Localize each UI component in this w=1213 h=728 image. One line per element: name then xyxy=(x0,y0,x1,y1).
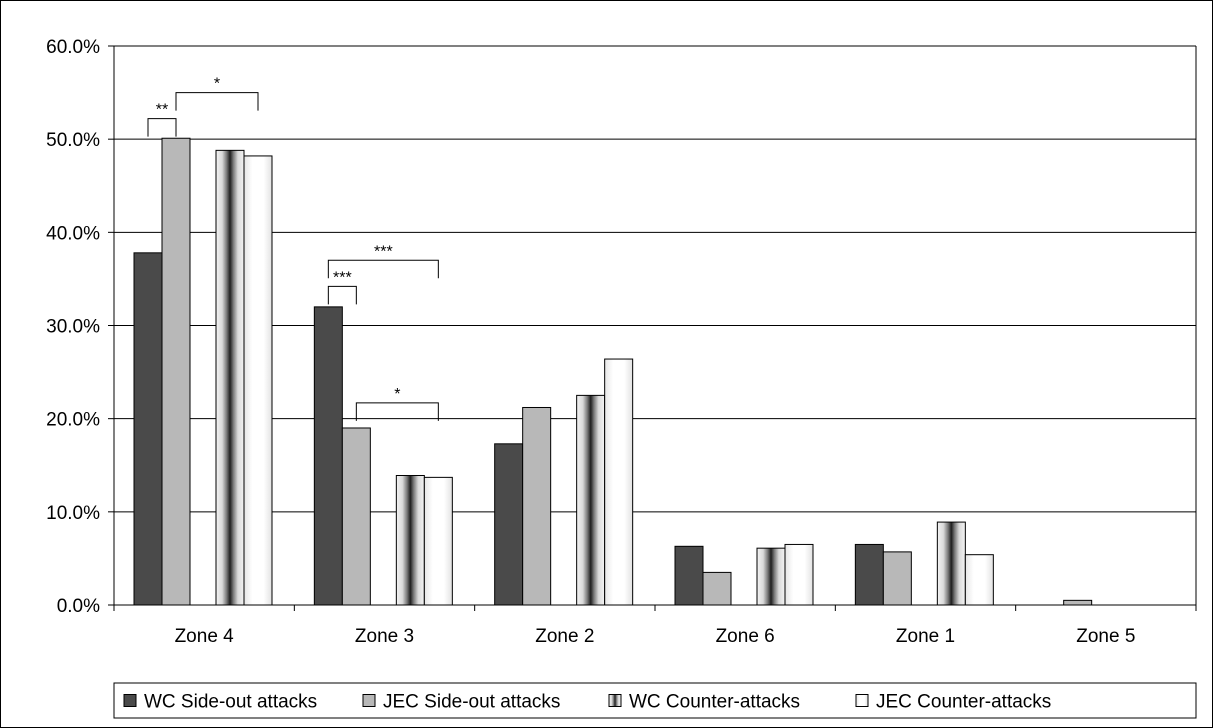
bar-wc-counter-attacks xyxy=(576,394,606,606)
bar-wc-side-out-attacks xyxy=(674,545,704,606)
y-tick-label: 0.0% xyxy=(57,596,100,617)
significance-bracket xyxy=(327,259,439,279)
significance-bracket xyxy=(355,402,439,421)
significance-bracket xyxy=(327,285,357,305)
legend: WC Side-out attacks JEC Side-out attacks W… xyxy=(113,682,1197,719)
significance-label: ** xyxy=(156,102,168,119)
bar-jec-side-out-attacks xyxy=(522,406,552,606)
bar-jec-side-out-attacks xyxy=(1063,599,1093,606)
legend-swatch xyxy=(608,694,622,707)
significance-label: *** xyxy=(333,269,352,286)
axes: 0.0% 10.0% 20.0% 30.0% 40.0% 50.0% 60.0% Zone 4… xyxy=(46,37,1197,647)
bar-jec-counter-attacks xyxy=(604,358,634,606)
y-tick-label: 10.0% xyxy=(46,503,100,524)
significance-bracket xyxy=(175,92,259,111)
bar-jec-counter-attacks xyxy=(784,543,814,606)
y-tick-label: 60.0% xyxy=(46,37,100,58)
bar-wc-counter-attacks xyxy=(395,474,425,606)
x-tick-label: Zone 5 xyxy=(1076,626,1135,647)
gridlines xyxy=(114,45,1196,513)
bar-wc-counter-attacks xyxy=(936,521,966,606)
bar-wc-side-out-attacks xyxy=(494,443,524,606)
bar-wc-side-out-attacks xyxy=(854,543,884,606)
legend-label: JEC Side-out attacks xyxy=(383,692,560,713)
legend-box xyxy=(113,682,1197,719)
significance-bracket xyxy=(147,118,177,137)
bar-jec-counter-attacks xyxy=(423,476,453,606)
bar-wc-side-out-attacks xyxy=(313,306,343,606)
bar-jec-counter-attacks xyxy=(243,155,273,606)
bars xyxy=(133,137,1093,606)
legend-label: JEC Counter-attacks xyxy=(876,692,1051,713)
x-tick-label: Zone 2 xyxy=(535,626,594,647)
significance-label: *** xyxy=(374,243,393,260)
significance-label: * xyxy=(214,76,220,93)
legend-label: WC Side-out attacks xyxy=(144,692,317,713)
bar-wc-side-out-attacks xyxy=(133,252,163,606)
x-tick-label: Zone 1 xyxy=(896,626,955,647)
legend-swatch xyxy=(362,694,376,707)
bar-wc-counter-attacks xyxy=(215,149,245,606)
y-tick-label: 40.0% xyxy=(46,223,100,244)
y-tick-label: 30.0% xyxy=(46,317,100,338)
bar-jec-counter-attacks xyxy=(964,554,994,606)
bar-wc-counter-attacks xyxy=(756,547,786,606)
x-tick-label: Zone 6 xyxy=(716,626,775,647)
y-tick-label: 20.0% xyxy=(46,410,100,431)
y-tick-label: 50.0% xyxy=(46,130,100,151)
x-tick-label: Zone 4 xyxy=(175,626,235,647)
legend-label: WC Counter-attacks xyxy=(629,692,800,713)
x-tick-label: Zone 3 xyxy=(355,626,414,647)
bar-jec-side-out-attacks xyxy=(341,427,371,606)
significance-label: * xyxy=(394,386,400,403)
legend-swatch xyxy=(855,694,869,707)
bar-jec-side-out-attacks xyxy=(161,137,191,606)
bar-jec-side-out-attacks xyxy=(702,571,732,606)
legend-swatch xyxy=(123,694,137,707)
significance-annotations: ********** xyxy=(147,76,439,421)
bar-jec-side-out-attacks xyxy=(882,551,912,606)
